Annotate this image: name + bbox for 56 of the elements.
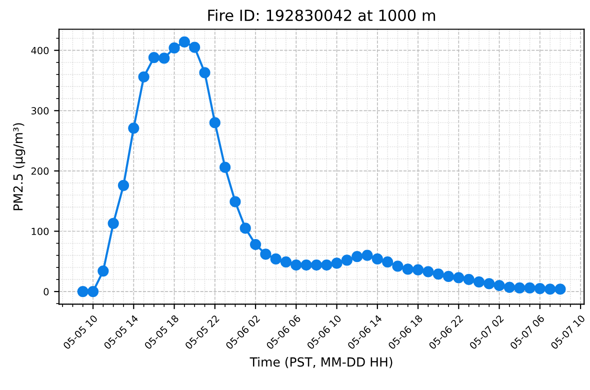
point [484,278,495,290]
point [270,253,282,265]
y-tick-label: 200 [31,167,49,175]
point [158,52,170,64]
point [220,162,231,173]
chart-title: Fire ID: 192830042 at 1000 m [208,9,436,22]
point [209,117,220,128]
y-tick-label: 300 [31,107,49,114]
point [321,259,332,271]
y-tick-label: 100 [32,228,49,236]
point [331,258,342,269]
point [310,259,322,271]
point [138,71,150,82]
point [352,251,363,262]
point [534,282,546,294]
point [473,276,485,288]
point [362,250,373,261]
point [514,282,526,294]
y-tick-label: 0 [44,288,49,296]
point [422,266,434,278]
point [504,282,516,293]
point [148,52,160,64]
point [524,282,536,294]
point [372,253,383,265]
point [463,274,474,286]
point [87,286,99,298]
point [260,248,272,260]
x-axis-title: Time (PST, MM-DD HH) [250,357,392,368]
point [280,256,292,268]
point [118,180,130,191]
point [554,284,566,295]
point [290,259,302,271]
point [341,254,352,266]
y-tick-label: 400 [31,46,49,54]
point [494,280,505,292]
point [412,264,424,276]
point [250,238,262,250]
point [108,218,119,229]
point [189,42,200,53]
point [442,270,454,282]
point [199,67,210,78]
y-axis-title: PM2.5 (µg/m³) [13,123,26,210]
point [453,272,464,284]
point [240,222,251,234]
point [432,268,444,280]
point [77,286,88,298]
point [300,259,312,271]
point [544,284,556,295]
point [178,36,190,48]
point [168,42,180,54]
point [402,264,414,275]
point [230,196,241,208]
point [382,256,394,268]
point [128,122,140,134]
point [392,260,404,272]
point [98,265,109,277]
